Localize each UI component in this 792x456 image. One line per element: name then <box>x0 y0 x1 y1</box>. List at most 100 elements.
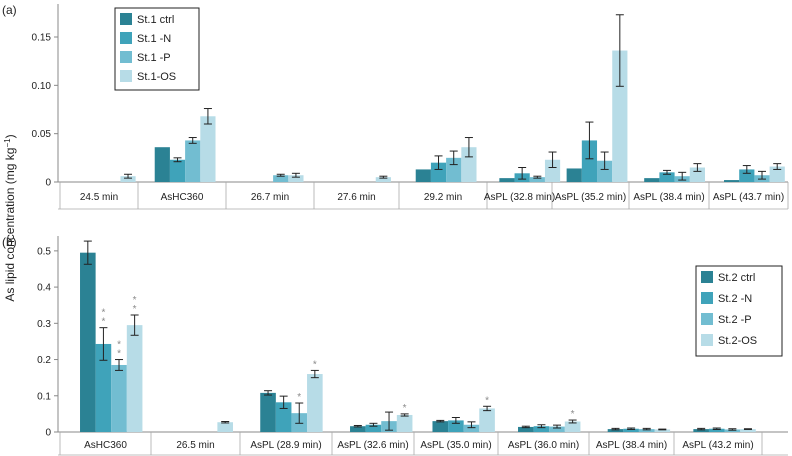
legend-label: St.2 ctrl <box>718 272 755 284</box>
panel-a: (a) 0 0.05 0.10 0.15 24.5 min AsHC360 26.7 min 2… <box>2 3 789 210</box>
legend-label: St.2 -P <box>718 314 752 326</box>
bar <box>80 252 96 432</box>
significance-star: * <box>297 392 301 403</box>
category-label: 29.2 min <box>424 192 462 203</box>
bar <box>544 159 561 182</box>
bar <box>154 147 170 182</box>
y-tick-label: 0.1 <box>37 391 51 402</box>
legend-label: St.2 -N <box>718 293 752 305</box>
bar <box>693 429 709 432</box>
legend-swatch <box>120 70 132 82</box>
y-tick-label: 0.15 <box>32 33 52 44</box>
category-label: 26.5 min <box>176 440 214 451</box>
panel-label: (b) <box>2 235 17 249</box>
bar <box>350 426 366 432</box>
bar <box>581 140 598 182</box>
bar <box>654 429 671 432</box>
category-label: AsPL (38.4 min) <box>596 440 667 451</box>
significance-star: * <box>485 395 489 406</box>
bar <box>120 176 136 182</box>
significance-star: * <box>133 295 137 306</box>
significance-star: * <box>313 359 317 370</box>
significance-star: * <box>117 340 121 351</box>
bar <box>566 168 582 182</box>
bar <box>126 325 143 432</box>
bar <box>396 414 413 432</box>
bar <box>446 157 462 182</box>
y-tick-label: 0.2 <box>37 355 51 366</box>
legend-swatch <box>701 334 713 346</box>
category-label: 26.7 min <box>251 192 289 203</box>
bar <box>638 429 655 432</box>
bar <box>307 374 323 432</box>
bar <box>724 180 740 182</box>
y-tick-label: 0 <box>45 428 51 439</box>
category-label: AsPL (38.4 min) <box>633 192 704 203</box>
bar <box>200 116 216 182</box>
bar <box>708 428 725 432</box>
bar <box>430 162 447 182</box>
legend-label: St.1-OS <box>137 71 176 83</box>
bar <box>169 159 186 182</box>
category-label: 24.5 min <box>80 192 118 203</box>
bar <box>217 422 233 432</box>
bar <box>273 175 289 182</box>
bar <box>724 429 741 432</box>
category-label: AsPL (43.2 min) <box>682 440 753 451</box>
significance-star: * <box>133 304 137 315</box>
bar <box>549 426 565 432</box>
bar <box>769 166 785 182</box>
bar <box>623 428 639 432</box>
category-label: AsPL (28.9 min) <box>250 440 321 451</box>
legend-swatch <box>701 292 713 304</box>
significance-star: * <box>117 349 121 360</box>
bar <box>564 421 581 432</box>
bar <box>448 420 464 432</box>
significance-star: * <box>101 317 105 328</box>
bar <box>607 429 624 432</box>
category-label: AsPL (32.6 min) <box>337 440 408 451</box>
category-label: AsPL (35.0 min) <box>420 440 491 451</box>
bar <box>185 140 201 182</box>
legend-label: St.1 -P <box>137 52 171 64</box>
bar <box>739 169 755 182</box>
bar <box>275 402 292 432</box>
category-label: AsHC360 <box>84 440 127 451</box>
bar <box>461 147 477 182</box>
bar <box>375 177 391 182</box>
bar <box>432 421 449 432</box>
significance-star: * <box>403 403 407 414</box>
legend: St.1 ctrl St.1 -N St.1 -P St.1-OS <box>114 7 200 91</box>
bar <box>499 178 515 182</box>
bar <box>288 175 304 182</box>
y-tick-label: 0.3 <box>37 319 51 330</box>
y-tick-label: 0.5 <box>37 246 51 257</box>
bar <box>415 169 431 182</box>
legend-swatch <box>701 271 713 283</box>
legend-swatch <box>120 51 132 63</box>
y-axis-label: As lipid concentration (mg kg−1) <box>3 134 18 301</box>
significance-star: * <box>101 308 105 319</box>
category-label: AsHC360 <box>161 192 204 203</box>
legend-label: St.1 ctrl <box>137 14 174 26</box>
y-tick-label: 0.05 <box>32 129 52 140</box>
bar <box>463 424 480 432</box>
category-label: AsPL (43.7 min) <box>713 192 784 203</box>
significance-star: * <box>571 409 575 420</box>
bar <box>518 426 534 432</box>
category-label: AsPL (36.0 min) <box>508 440 579 451</box>
bar <box>479 408 495 432</box>
bar <box>612 50 628 183</box>
legend-swatch <box>120 32 132 44</box>
category-label: AsPL (35.2 min) <box>555 192 626 203</box>
bar <box>260 392 276 432</box>
legend-label: St.1 -N <box>137 33 171 45</box>
bar <box>659 172 675 182</box>
y-tick-label: 0.10 <box>32 81 52 92</box>
bar <box>111 364 127 432</box>
legend: St.2 ctrl St.2 -N St.2 -P St.2-OS <box>695 265 783 357</box>
legend-swatch <box>120 13 132 25</box>
